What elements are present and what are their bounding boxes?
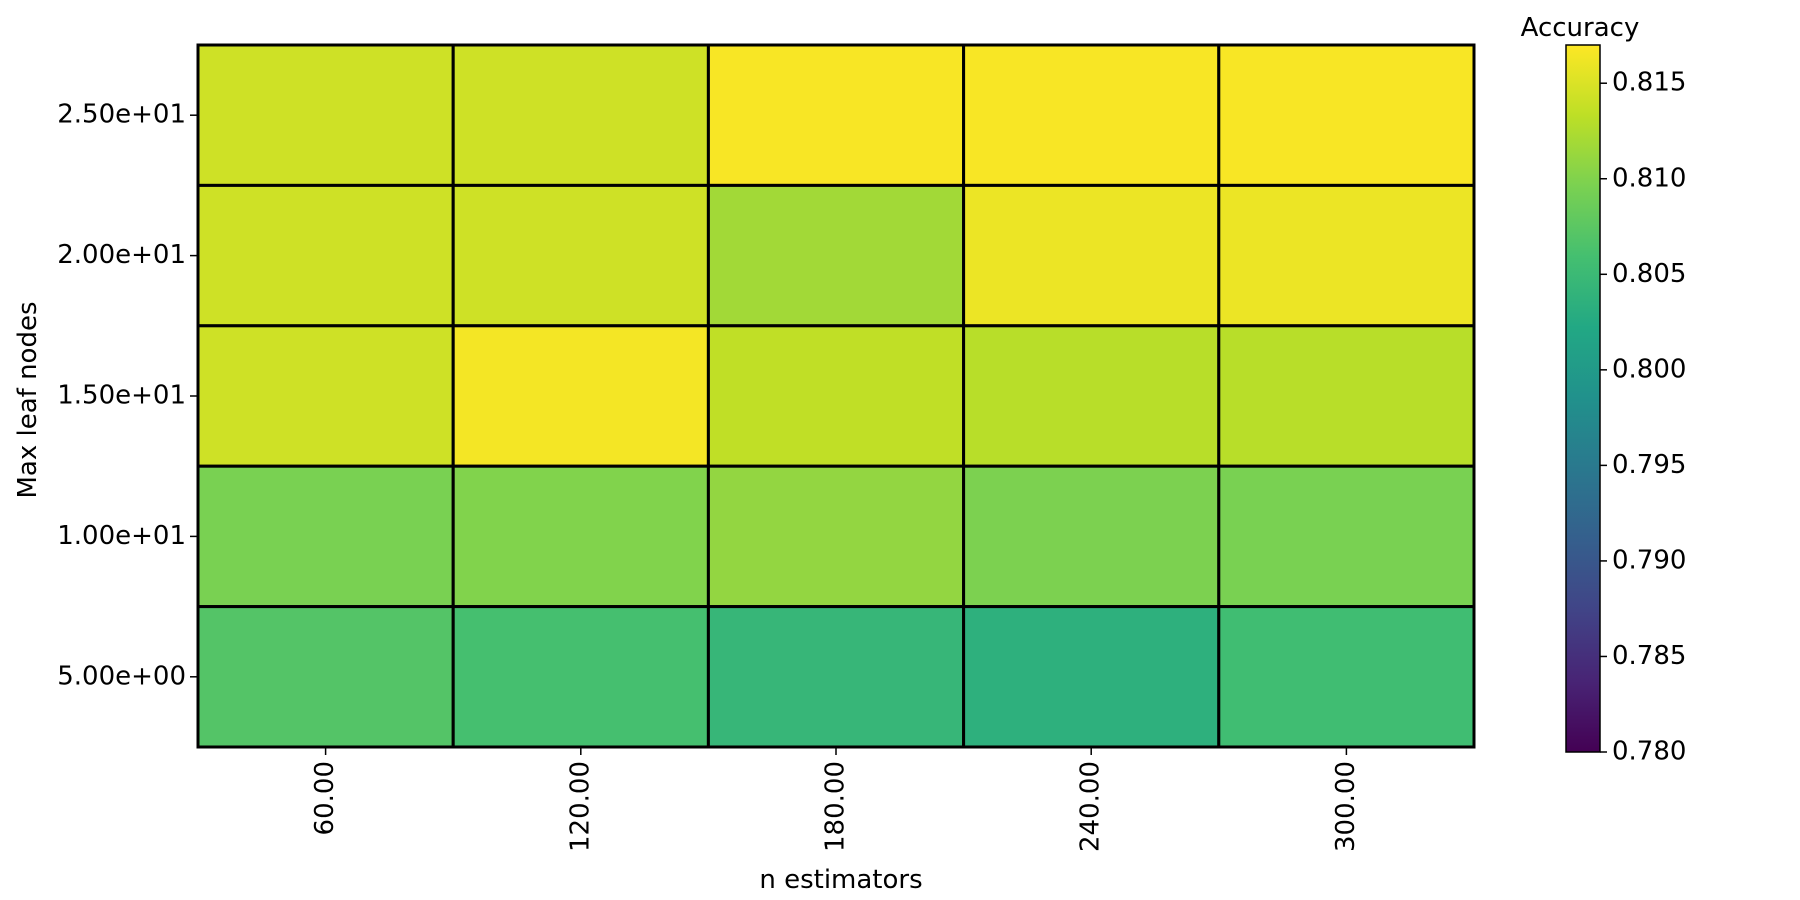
colorbar-tick-label: 0.790 [1612, 545, 1686, 575]
x-tick-label: 60.00 [310, 761, 340, 835]
x-tick-label: 300.00 [1331, 761, 1361, 852]
y-axis-label: Max leaf nodes [13, 301, 43, 498]
y-tick-label: 5.00e+00 [57, 661, 186, 691]
heatmap-cell [451, 464, 710, 609]
heatmap-cell [451, 43, 710, 187]
heatmap-cell [706, 605, 966, 749]
heatmap-cells [196, 43, 1476, 749]
heatmap-cell [706, 183, 966, 328]
y-tick-label: 2.00e+01 [57, 240, 186, 270]
colorbar-tick-label: 0.780 [1612, 737, 1686, 767]
heatmap-cell [1217, 324, 1476, 468]
colorbar-tick-label: 0.800 [1612, 354, 1686, 384]
colorbar-ticks: 0.780 0.785 0.790 0.795 0.800 0.805 0.810 0.815 [1600, 68, 1686, 767]
y-tick-label: 1.00e+01 [57, 521, 186, 551]
y-tick-label: 1.50e+01 [57, 381, 186, 411]
x-tick-label: 120.00 [565, 761, 595, 852]
heatmap-cell [962, 183, 1221, 328]
heatmap-cell [706, 43, 966, 187]
heatmap-cell [1217, 183, 1476, 328]
colorbar-tick-label: 0.795 [1612, 450, 1686, 480]
x-tick-label: 240.00 [1076, 761, 1106, 852]
colorbar-title: Accuracy [1521, 13, 1640, 43]
colorbar-gradient [1565, 44, 1601, 753]
heatmap-cell [962, 464, 1221, 609]
heatmap-cell [196, 605, 455, 749]
heatmap-cell [962, 605, 1221, 749]
heatmap-cell [962, 324, 1221, 468]
y-axis-ticks: 2.50e+01 2.00e+01 1.50e+01 1.00e+01 5.00e+00 [57, 100, 198, 691]
colorbar-tick-label: 0.785 [1612, 641, 1686, 671]
y-tick-label: 2.50e+01 [57, 100, 186, 130]
heatmap-cell [196, 324, 455, 468]
heatmap-cell [1217, 43, 1476, 187]
x-tick-label: 180.00 [821, 761, 851, 852]
colorbar: 0.780 0.785 0.790 0.795 0.800 0.805 0.810 0.815… [1521, 13, 1687, 767]
heatmap-cell [196, 464, 455, 609]
heatmap-cell [451, 324, 710, 468]
heatmap-cell [1217, 605, 1476, 749]
x-axis-ticks: 60.00 120.00 180.00 240.00 300.00 [310, 747, 1361, 852]
heatmap-cell [451, 183, 710, 328]
heatmap-cell [196, 183, 455, 328]
heatmap-cell [196, 43, 455, 187]
colorbar-tick-label: 0.805 [1612, 259, 1686, 289]
heatmap-cell [706, 324, 966, 468]
heatmap-cell [706, 464, 966, 609]
heatmap-cell [1217, 464, 1476, 609]
heatmap-cell [962, 43, 1221, 187]
heatmap-cell [451, 605, 710, 749]
colorbar-tick-label: 0.810 [1612, 163, 1686, 193]
colorbar-tick-label: 0.815 [1612, 68, 1686, 98]
x-axis-label: n estimators [759, 865, 922, 895]
